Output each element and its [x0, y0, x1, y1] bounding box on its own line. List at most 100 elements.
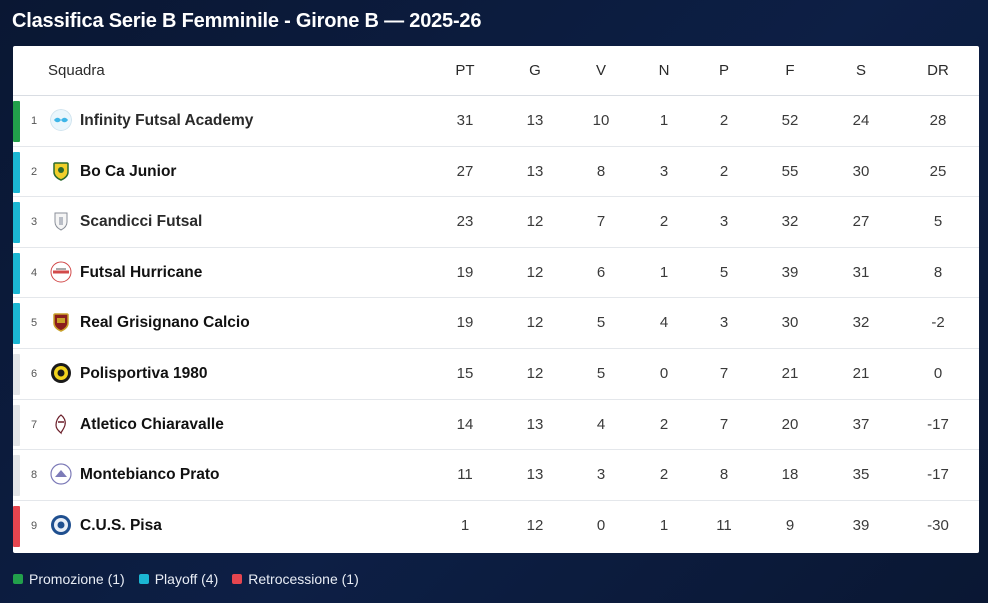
cell-n: 1: [659, 516, 669, 534]
team-name[interactable]: Real Grisignano Calcio: [80, 314, 250, 332]
page-title: Classifica Serie B Femminile - Girone B …: [12, 10, 482, 32]
cell-p: 8: [719, 466, 729, 484]
team-name[interactable]: Polisportiva 1980: [80, 364, 208, 382]
header-s[interactable]: S: [855, 62, 866, 79]
team-name[interactable]: Futsal Hurricane: [80, 263, 203, 281]
cell-dr: 5: [933, 213, 943, 231]
cell-pt: 19: [456, 263, 474, 281]
cell-n: 2: [659, 213, 669, 231]
cell-s: 24: [852, 112, 870, 129]
cell-pt: 11: [457, 466, 473, 484]
legend-item-playoff: Playoff (4): [138, 571, 218, 587]
position-number: 1: [30, 115, 38, 127]
table-row[interactable]: 6 Polisportiva 1980 15 12 5 0 7 21 21 0: [13, 349, 979, 400]
zone-indicator: [13, 101, 20, 142]
cell-dr: 25: [929, 162, 947, 180]
cell-g: 13: [526, 466, 544, 484]
cell-dr: -17: [927, 466, 949, 484]
header-n[interactable]: N: [658, 62, 670, 79]
montebianco-crest-icon: [50, 463, 72, 485]
cell-n: 1: [659, 263, 669, 281]
zone-legend: Promozione (1) Playoff (4) Retrocessione (…: [13, 571, 359, 587]
cell-n: 3: [659, 162, 669, 180]
position-number: 2: [30, 165, 38, 178]
cell-f: 32: [781, 213, 799, 231]
position-number: 5: [30, 317, 38, 330]
cell-g: 12: [526, 213, 544, 231]
cell-g: 13: [526, 112, 544, 129]
team-name[interactable]: Bo Ca Junior: [80, 162, 177, 180]
cell-f: 9: [785, 516, 795, 534]
team-name[interactable]: Montebianco Prato: [80, 466, 220, 484]
team-name[interactable]: Scandicci Futsal: [80, 213, 203, 231]
standings-table: Squadra PT G V N P F S DR 1 Infinity Futs…: [13, 46, 979, 553]
cell-g: 12: [526, 364, 544, 382]
cell-n: 4: [659, 314, 669, 332]
team-name[interactable]: Infinity Futsal Academy: [80, 112, 254, 129]
table-row[interactable]: 4 Futsal Hurricane 19 12 6 1 5 39 31 8: [13, 248, 979, 299]
cell-pt: 31: [456, 112, 474, 129]
cell-f: 39: [781, 263, 799, 281]
legend-label: Promozione (1): [29, 571, 125, 587]
zone-indicator: [13, 252, 20, 294]
cell-dr: -17: [927, 415, 949, 433]
table-row[interactable]: 3 Scandicci Futsal 23 12 7 2 3 32 27 5: [13, 197, 979, 248]
header-f[interactable]: F: [785, 62, 795, 79]
cell-pt: 1: [460, 516, 470, 534]
cell-dr: 28: [929, 112, 947, 129]
cell-p: 7: [719, 364, 729, 382]
cell-pt: 14: [456, 415, 474, 433]
header-v[interactable]: V: [595, 62, 606, 79]
table-row[interactable]: 8 Montebianco Prato 11 13 3 2 8 18 35 -17: [13, 450, 979, 501]
team-name[interactable]: C.U.S. Pisa: [80, 516, 162, 534]
cell-g: 13: [526, 415, 544, 433]
cus-pisa-crest-icon: [50, 514, 72, 536]
cell-v: 10: [592, 112, 610, 129]
cell-g: 12: [526, 263, 544, 281]
infinity-futsal-crest-icon: [50, 109, 72, 131]
cell-s: 30: [852, 162, 870, 180]
position-number: 8: [30, 469, 38, 482]
cell-s: 21: [852, 364, 870, 382]
cell-f: 20: [781, 415, 799, 433]
table-row[interactable]: 2 Bo Ca Junior 27 13 8 3 2 55 30 25: [13, 147, 979, 198]
cell-n: 2: [659, 466, 669, 484]
zone-indicator: [13, 202, 20, 244]
hurricane-crest-icon: [50, 261, 72, 283]
legend-item-promozione: Promozione (1): [13, 571, 125, 587]
table-row[interactable]: 5 Real Grisignano Calcio 19 12 5 4 3 30 32 -2: [13, 298, 979, 349]
cell-s: 32: [852, 314, 870, 332]
header-pt[interactable]: PT: [455, 62, 475, 79]
header-team[interactable]: Squadra: [48, 62, 105, 79]
position-number: 6: [30, 367, 38, 380]
legend-swatch: [138, 574, 149, 584]
cell-v: 3: [596, 466, 606, 484]
legend-item-retrocessione: Retrocessione (1): [232, 571, 359, 587]
header-g[interactable]: G: [529, 62, 541, 79]
table-row[interactable]: 7 Atletico Chiaravalle 14 13 4 2 7 20 37 -17: [13, 400, 979, 451]
cell-dr: -2: [931, 314, 945, 332]
grisignano-crest-icon: [50, 311, 72, 333]
header-dr[interactable]: DR: [927, 62, 949, 79]
header-p[interactable]: P: [718, 62, 729, 79]
cell-f: 52: [781, 112, 799, 129]
cell-pt: 19: [456, 314, 474, 332]
boca-junior-crest-icon: [50, 160, 72, 182]
cell-v: 0: [596, 516, 606, 534]
cell-pt: 15: [456, 364, 474, 382]
team-name[interactable]: Atletico Chiaravalle: [80, 415, 224, 433]
position-number: 3: [30, 216, 38, 229]
table-row[interactable]: 1 Infinity Futsal Academy 31 13 10 1 2 52 24 28: [13, 96, 979, 147]
table-body: 1 Infinity Futsal Academy 31 13 10 1 2 52 24 28 2 B…: [13, 96, 979, 551]
cell-f: 18: [781, 466, 799, 484]
cell-g: 12: [526, 314, 544, 332]
cell-s: 27: [852, 213, 870, 231]
cell-s: 39: [852, 516, 870, 534]
cell-dr: 8: [933, 263, 943, 281]
cell-f: 30: [781, 314, 799, 332]
table-row[interactable]: 9 C.U.S. Pisa 1 12 0 1 11 9 39 -30: [13, 501, 979, 552]
cell-p: 3: [719, 213, 729, 231]
cell-v: 5: [596, 314, 606, 332]
cell-n: 0: [659, 364, 669, 382]
cell-g: 13: [526, 162, 544, 180]
